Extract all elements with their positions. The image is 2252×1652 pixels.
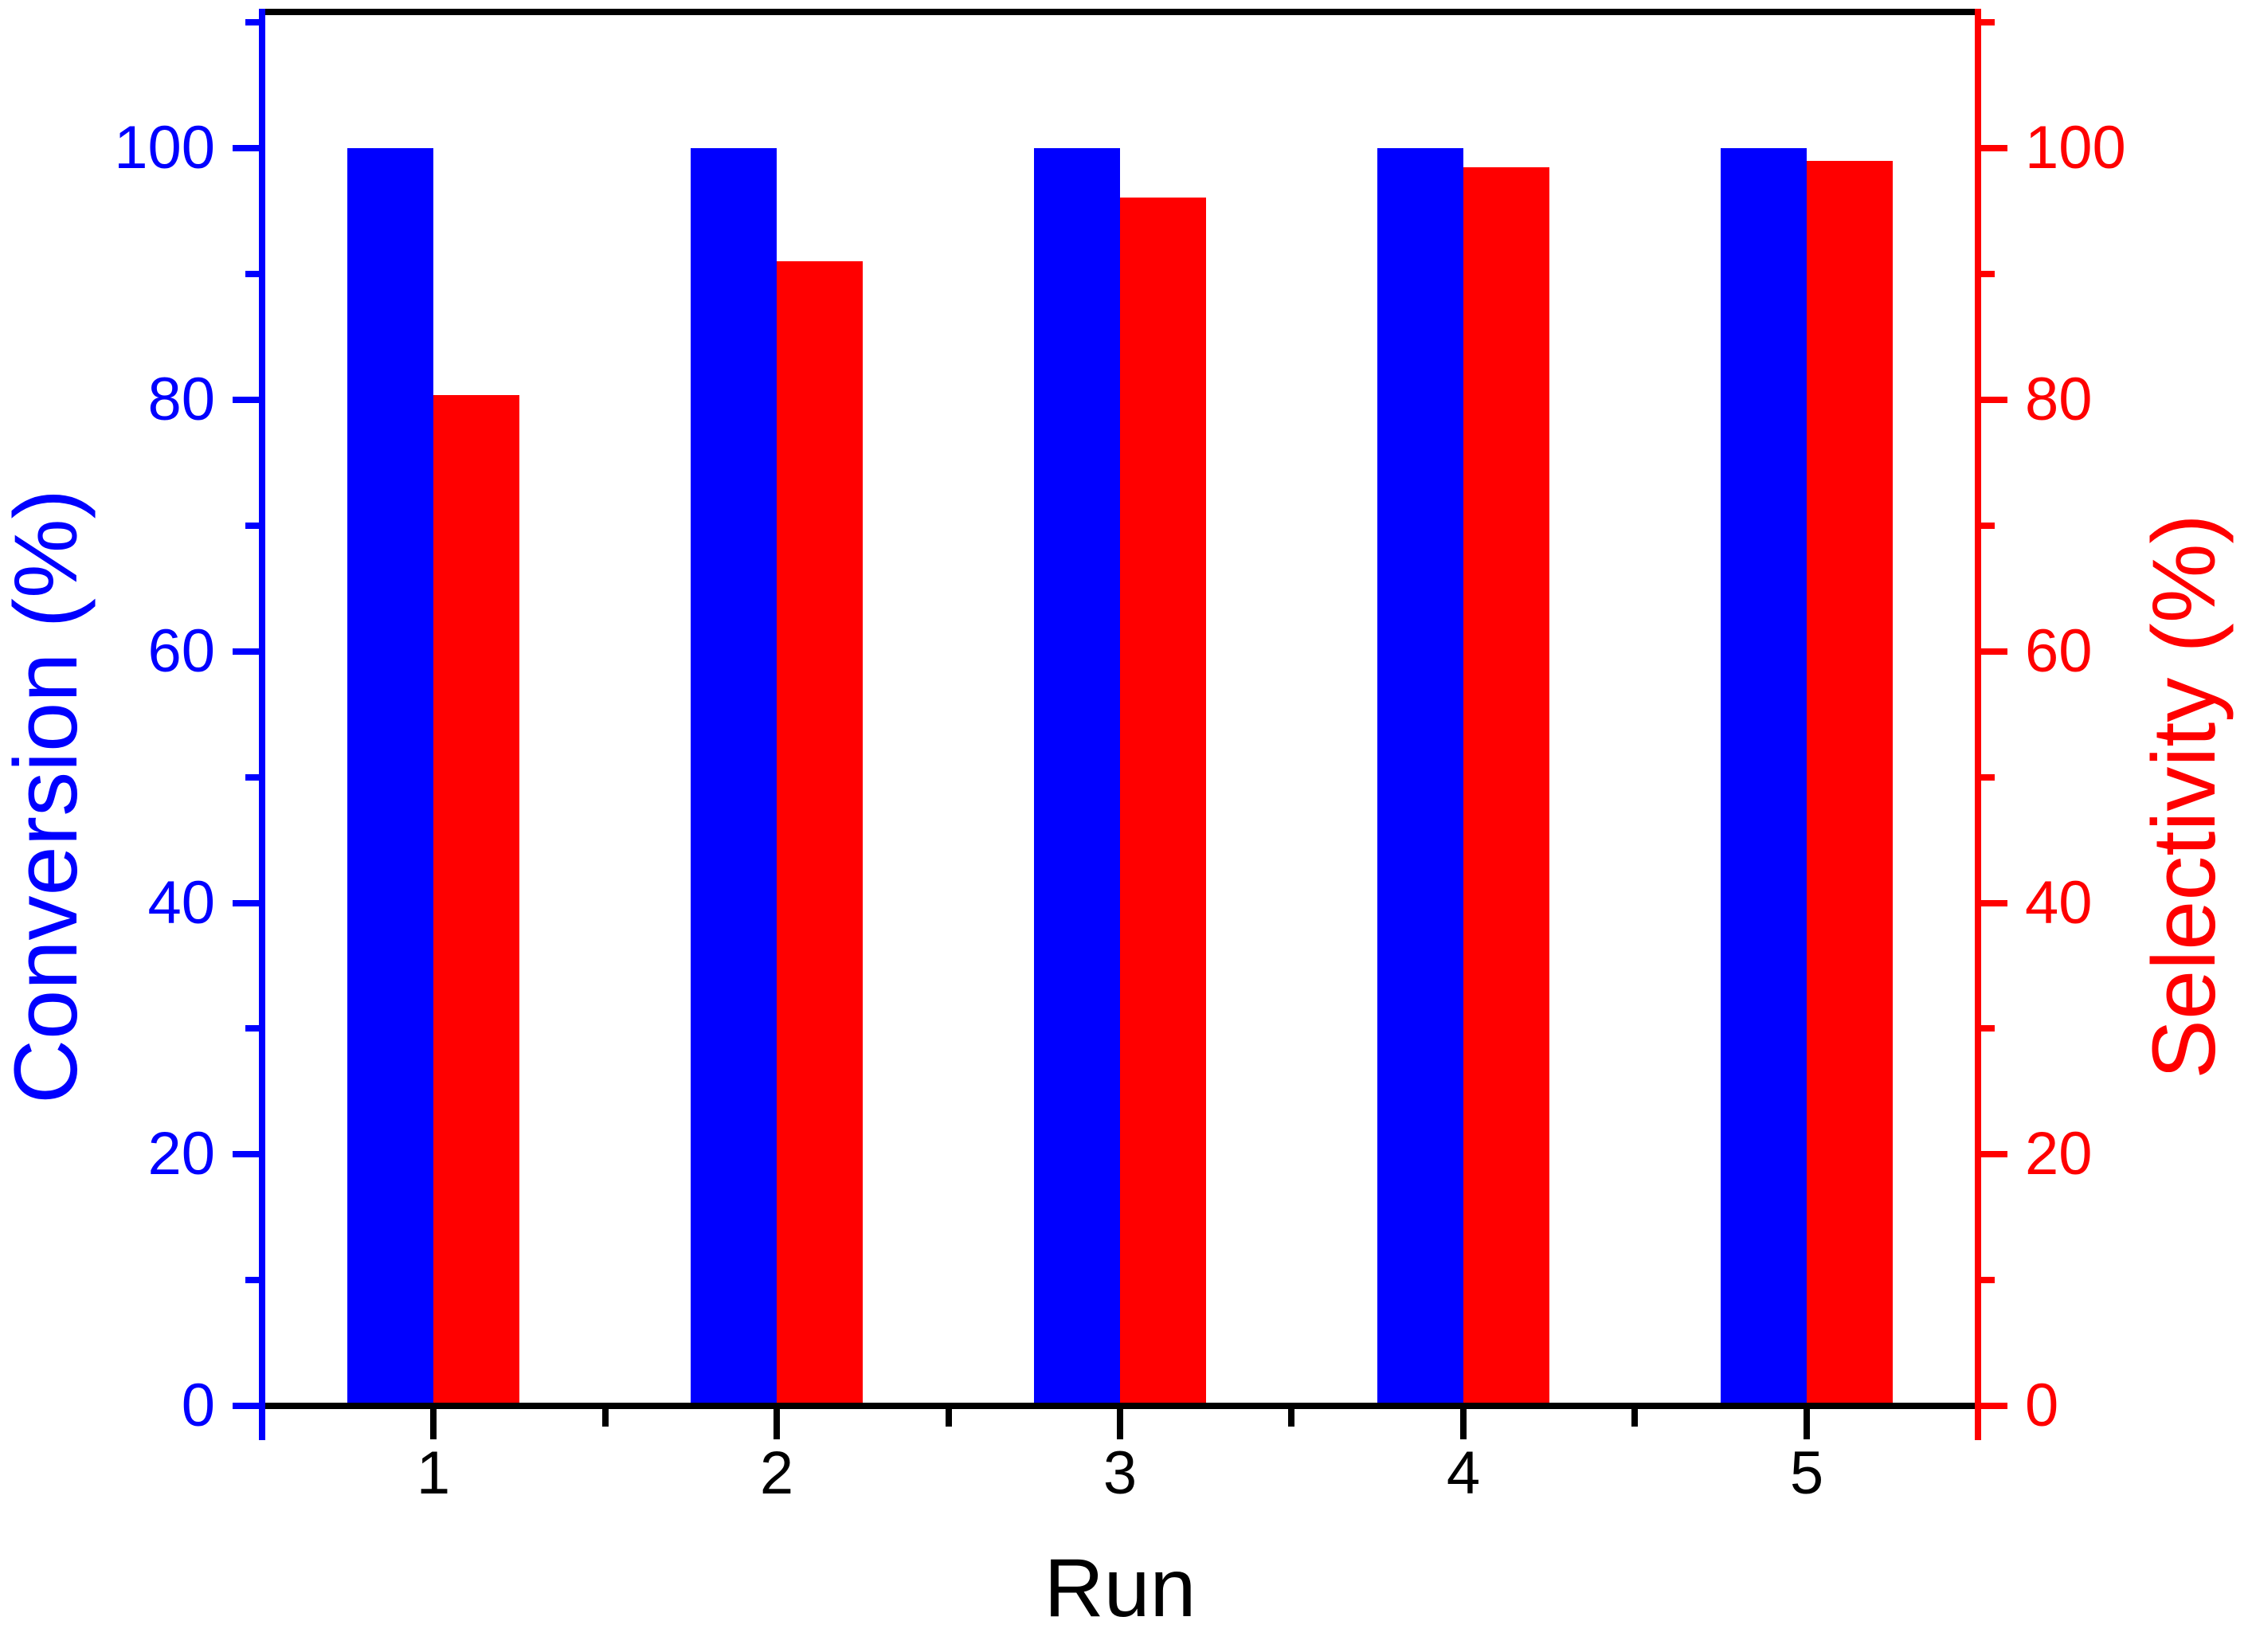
right-axis-title: Selectivity (%) xyxy=(2134,514,2234,1079)
x-tick-label: 5 xyxy=(1789,1439,1824,1507)
bar-selectivity-run-5 xyxy=(1807,161,1893,1409)
y-major-tick-right xyxy=(1981,1403,2007,1409)
y-major-tick-left xyxy=(233,397,259,403)
y-minor-tick-right xyxy=(1981,1025,1995,1032)
y-minor-tick-right xyxy=(1981,523,1995,529)
x-axis-title: Run xyxy=(1044,1542,1196,1634)
y-major-tick-left xyxy=(233,145,259,151)
y-minor-tick-left xyxy=(245,523,259,529)
x-major-tick xyxy=(1117,1409,1123,1439)
x-major-tick xyxy=(1804,1409,1810,1439)
x-minor-tick xyxy=(602,1409,609,1427)
y-minor-tick-right xyxy=(1981,271,1995,277)
y-tick-label-left: 20 xyxy=(147,1120,215,1188)
right-y-axis-line xyxy=(1975,9,1981,1440)
x-tick-label: 2 xyxy=(759,1439,794,1507)
bar-selectivity-run-1 xyxy=(433,395,519,1409)
x-tick-label: 1 xyxy=(416,1439,451,1507)
x-major-tick xyxy=(774,1409,780,1439)
y-major-tick-left xyxy=(233,900,259,906)
bar-selectivity-run-3 xyxy=(1120,198,1206,1409)
bar-conversion-run-5 xyxy=(1721,148,1807,1409)
bar-selectivity-run-2 xyxy=(777,261,863,1409)
y-tick-label-right: 0 xyxy=(2025,1372,2059,1439)
bar-selectivity-run-4 xyxy=(1463,167,1549,1409)
y-major-tick-right xyxy=(1981,397,2007,403)
y-minor-tick-left xyxy=(245,271,259,277)
y-minor-tick-right xyxy=(1981,774,1995,781)
y-tick-label-right: 80 xyxy=(2025,366,2093,433)
y-tick-label-left: 0 xyxy=(181,1372,215,1439)
x-major-tick xyxy=(430,1409,437,1439)
y-tick-label-left: 80 xyxy=(147,366,215,433)
y-major-tick-right xyxy=(1981,900,2007,906)
y-tick-label-right: 60 xyxy=(2025,617,2093,685)
y-major-tick-right xyxy=(1981,648,2007,655)
y-minor-tick-right xyxy=(1981,19,1995,25)
left-y-axis-line xyxy=(259,9,265,1440)
left-axis-title: Conversion (%) xyxy=(0,489,96,1104)
x-major-tick xyxy=(1460,1409,1467,1439)
y-minor-tick-left xyxy=(245,1277,259,1283)
y-tick-label-right: 100 xyxy=(2025,114,2126,182)
x-axis-line xyxy=(259,1403,1981,1409)
x-minor-tick xyxy=(1288,1409,1294,1427)
y-major-tick-right xyxy=(1981,1151,2007,1157)
x-tick-label: 3 xyxy=(1103,1439,1138,1507)
y-tick-label-left: 40 xyxy=(147,869,215,937)
y-minor-tick-left xyxy=(245,774,259,781)
y-tick-label-right: 40 xyxy=(2025,869,2093,937)
y-major-tick-left xyxy=(233,1403,259,1409)
y-tick-label-left: 100 xyxy=(114,114,215,182)
x-minor-tick xyxy=(1631,1409,1638,1427)
bar-conversion-run-2 xyxy=(691,148,777,1409)
x-minor-tick xyxy=(946,1409,952,1427)
y-major-tick-left xyxy=(233,648,259,655)
y-minor-tick-left xyxy=(245,19,259,25)
bar-conversion-run-3 xyxy=(1034,148,1120,1409)
y-major-tick-right xyxy=(1981,145,2007,151)
x-tick-label: 4 xyxy=(1446,1439,1481,1507)
plot-frame-top xyxy=(259,9,1981,15)
bar-conversion-run-4 xyxy=(1377,148,1463,1409)
y-tick-label-right: 20 xyxy=(2025,1120,2093,1188)
y-minor-tick-right xyxy=(1981,1277,1995,1283)
y-minor-tick-left xyxy=(245,1025,259,1032)
bar-conversion-run-1 xyxy=(347,148,433,1409)
y-major-tick-left xyxy=(233,1151,259,1157)
y-tick-label-left: 60 xyxy=(147,617,215,685)
